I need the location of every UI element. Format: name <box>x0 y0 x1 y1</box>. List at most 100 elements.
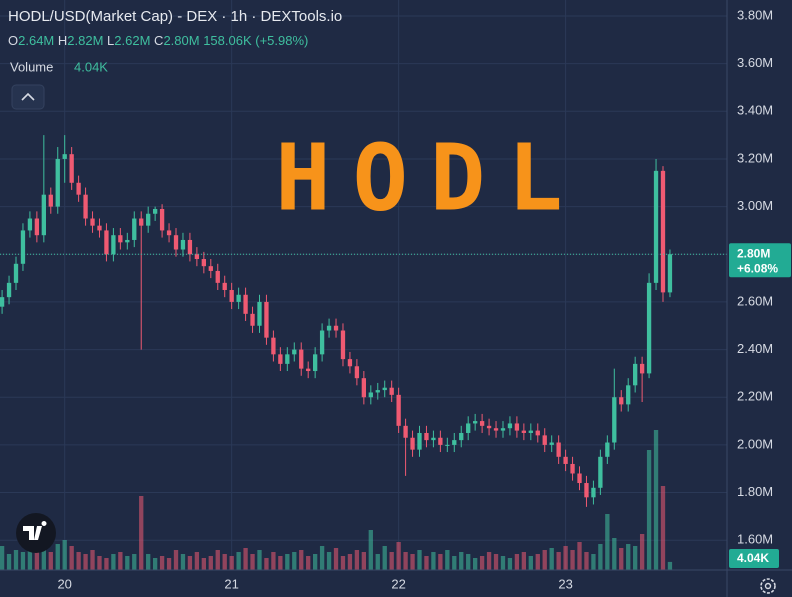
candle-body <box>20 230 26 264</box>
x-tick-label: 21 <box>224 576 238 591</box>
volume-bar <box>354 550 360 570</box>
volume-bar <box>584 552 589 570</box>
volume-bar <box>347 554 353 570</box>
candle-body <box>466 423 471 433</box>
candle-body <box>598 456 603 488</box>
ohlc-line: O2.64M H2.82M L2.62M C2.80M 158.06K (+5.… <box>8 33 308 48</box>
ohlc-legend: O2.64M H2.82M L2.62M C2.80M 158.06K (+5.… <box>8 33 308 48</box>
candle-body <box>250 313 255 326</box>
candle-body <box>514 423 520 431</box>
candle-body <box>13 263 19 283</box>
collapse-button[interactable] <box>11 84 45 110</box>
candle-body <box>549 442 554 445</box>
candle-body <box>535 430 540 436</box>
candle-body <box>62 154 67 159</box>
volume-bar <box>306 556 311 570</box>
volume-bar <box>118 552 123 570</box>
logo-mark[interactable] <box>23 521 47 540</box>
candle-body <box>653 170 659 283</box>
candle-body <box>438 437 443 445</box>
axes: 1.60M 1.80M 2.00M 2.20M 2.40M 2.60M 2.80M 3.00M… <box>57 7 791 591</box>
volume-bar <box>361 552 367 570</box>
candle-body <box>187 239 193 255</box>
y-tick-label: 2.40M <box>737 341 773 356</box>
volume-bar <box>410 554 415 570</box>
volume-bar <box>187 556 193 570</box>
volume-bar <box>549 548 554 570</box>
candle-body <box>152 208 158 214</box>
volume-bar <box>431 552 436 570</box>
gear-icon[interactable] <box>760 578 776 594</box>
volume-bar <box>598 544 603 570</box>
volume-bar <box>278 556 283 570</box>
candle-body <box>396 394 401 426</box>
change-value: 158.06K <box>203 33 252 48</box>
volume-bar <box>514 554 520 570</box>
volume-bar <box>41 550 46 570</box>
candle-body <box>243 294 248 314</box>
y-tick-label: 3.00M <box>737 198 773 213</box>
y-tick-label: 1.60M <box>737 532 773 547</box>
ohlc-value: 2.82M <box>67 33 103 48</box>
volume-bar <box>445 550 450 570</box>
volume-bar <box>312 554 318 570</box>
volume-bar <box>507 558 513 570</box>
candle-body <box>159 208 165 231</box>
candle-body <box>236 294 241 302</box>
gear-center[interactable] <box>764 582 772 590</box>
settings-button[interactable] <box>760 578 776 594</box>
candle-body <box>76 182 81 195</box>
candle-body <box>285 354 290 364</box>
candle-body <box>111 235 116 255</box>
candle-body <box>584 483 589 498</box>
volume-bar <box>299 550 304 570</box>
volume-bar <box>132 554 137 570</box>
candle-body <box>90 218 95 226</box>
volume-value: 4.04K <box>74 59 108 74</box>
volume-bar <box>250 554 255 570</box>
candle-body <box>389 387 394 395</box>
button-bg[interactable] <box>11 84 45 110</box>
volume-bar <box>194 552 200 570</box>
volume-bar <box>201 558 206 570</box>
candle-body <box>605 442 610 457</box>
volume-bar <box>319 546 325 570</box>
candle-body <box>229 290 234 302</box>
ohlc-value: 2.64M <box>18 33 54 48</box>
candle-body <box>521 430 527 433</box>
candle-body <box>326 325 332 331</box>
volume-bar <box>486 552 492 570</box>
candle-body <box>222 282 227 291</box>
candle-body <box>633 363 638 386</box>
candle-body <box>570 463 575 474</box>
candle-body <box>6 282 12 298</box>
candle-body <box>473 421 478 424</box>
volume-bar <box>500 556 506 570</box>
candle-body <box>118 235 123 243</box>
volume-bar <box>563 546 568 570</box>
y-tick-label: 3.60M <box>737 55 773 70</box>
volume-bar <box>215 550 220 570</box>
y-tick-label: 1.80M <box>737 484 773 499</box>
candle-body <box>424 432 429 441</box>
candle-body <box>27 218 33 231</box>
candle-body <box>626 385 631 405</box>
volume-bar <box>375 554 380 570</box>
volume-label: Volume <box>10 59 53 74</box>
candle-body <box>319 330 325 355</box>
volume-bar <box>159 556 165 570</box>
candle-body <box>333 325 339 331</box>
candle-body <box>173 235 179 250</box>
chevron-icon[interactable] <box>21 92 35 101</box>
price-badge <box>729 243 791 278</box>
candle-body <box>347 359 353 367</box>
tv-logo[interactable] <box>16 513 56 553</box>
volume-bar <box>90 550 95 570</box>
y-tick-label: 2.20M <box>737 389 773 404</box>
candle-body <box>500 428 506 431</box>
volume-bar <box>48 552 53 570</box>
volume-bar <box>424 556 429 570</box>
volume-bar <box>667 561 673 570</box>
volume-bar <box>62 540 67 570</box>
